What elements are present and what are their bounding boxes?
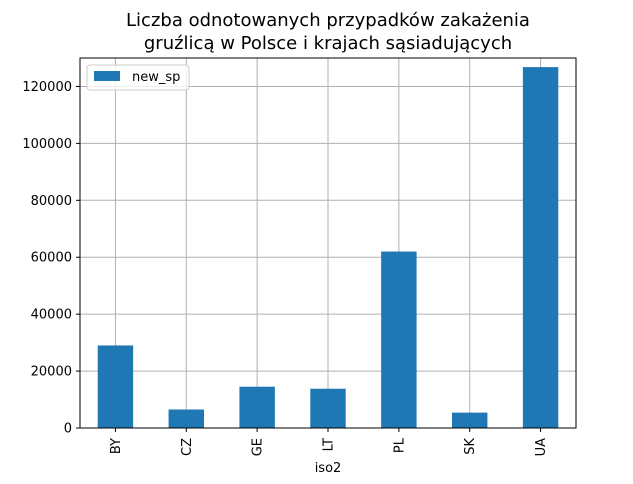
chart-title-line-2: gruźlicą w Polsce i krajach sąsiadującyc… [144,33,512,54]
grid [80,58,576,429]
bar-pl [381,251,417,428]
legend-label: new_sp [132,70,180,85]
bar-ua [522,67,559,428]
bar-cz [168,409,204,428]
legend-swatch [94,71,120,81]
bars [97,67,559,428]
x-axis-label: iso2 [315,461,342,476]
legend: new_sp [86,64,190,91]
y-tick-label: 80000 [31,194,72,209]
y-tick-label: 60000 [31,251,72,266]
chart-title-line-1: Liczba odnotowanych przypadków zakażenia [126,10,530,31]
y-tick-label: 40000 [31,308,72,323]
bar-by [97,345,134,428]
x-tick-label: CZ [180,438,195,456]
y-tick-label: 120000 [22,80,72,95]
x-tick-label: PL [392,437,407,453]
x-tick-label: SK [463,438,478,455]
bar-ge [239,386,275,428]
y-tick-label: 100000 [22,137,72,152]
bar-sk [452,412,488,428]
x-tick-label: GE [251,438,266,456]
y-tick-label: 0 [64,422,72,437]
y-tick-label: 20000 [31,365,72,380]
x-tick-label: UA [534,438,549,457]
bar-lt [310,388,346,428]
x-tick-label: BY [109,438,124,454]
plot-frame [79,57,577,429]
axis-ticks: 0 20000 40000 60000 80000 100000 120000 BY CZ GE L… [22,80,549,456]
x-tick-label: LT [322,438,337,451]
